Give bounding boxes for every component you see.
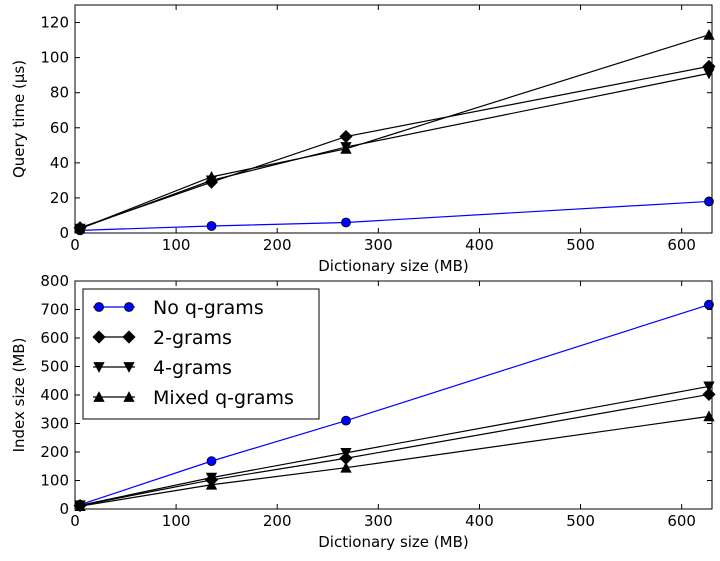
data-point-mixed-q-grams-1 <box>74 500 86 512</box>
data-point-2-grams-3 <box>339 129 353 144</box>
data-point-4-grams-4 <box>703 68 715 80</box>
y-axis-label: Query time (μs) <box>10 60 28 178</box>
chart-1: 0 100 200 300 400 500 600 0 20 40 60 80 100 120 Dictio… <box>10 4 716 275</box>
y-tick-label: 700 <box>40 301 69 319</box>
y-tick-label: 800 <box>40 272 69 290</box>
data-point-4-grams-3 <box>340 447 352 459</box>
legend-marker <box>93 362 105 373</box>
series-line-mixed-q-grams <box>79 34 710 230</box>
data-point-no-q-grams-2 <box>206 221 217 231</box>
y-tick-label: 40 <box>50 154 69 172</box>
series-mixed-q-grams <box>74 410 715 512</box>
data-point-no-q-grams-3 <box>341 415 351 426</box>
x-axis-label: Dictionary size (MB) <box>318 257 469 275</box>
series-line-4-grams <box>79 72 710 230</box>
x-tick-label: 600 <box>667 236 696 254</box>
x-axis-label: Dictionary size (MB) <box>318 533 469 551</box>
y-tick-label: 200 <box>40 443 69 461</box>
legend-entry-no-q-grams: No q-grams <box>93 297 264 319</box>
y-tick-label: 60 <box>50 119 69 137</box>
x-tick-label: 300 <box>364 512 393 530</box>
series-4-grams <box>74 68 715 235</box>
y-tick-label: 120 <box>40 14 69 32</box>
y-tick-label: 80 <box>50 84 69 102</box>
y-tick-label: 20 <box>50 189 69 207</box>
legend-label: Mixed q-grams <box>153 387 294 409</box>
y-tick-label: 300 <box>40 415 69 433</box>
x-tick-label: 100 <box>162 236 191 254</box>
y-tick-label: 400 <box>40 386 69 404</box>
x-tick-label: 0 <box>70 236 80 254</box>
y-tick-label: 100 <box>40 472 69 490</box>
x-tick-label: 300 <box>364 236 393 254</box>
legend-label: 4-grams <box>153 357 232 379</box>
x-tick-label: 400 <box>465 236 494 254</box>
x-tick-label: 100 <box>162 512 191 530</box>
x-tick-label: 600 <box>667 512 696 530</box>
data-point-no-q-grams-4 <box>704 196 714 207</box>
data-point-no-q-grams-2 <box>206 456 217 467</box>
y-axis-label: Index size (MB) <box>10 338 28 453</box>
data-point-mixed-q-grams-4 <box>703 410 715 422</box>
series-2-grams <box>73 59 716 235</box>
series-mixed-q-grams <box>74 28 715 234</box>
data-point-4-grams-4 <box>703 381 715 393</box>
series-line-2-grams <box>79 65 710 229</box>
series-line-mixed-q-grams <box>79 415 710 507</box>
series-line-4-grams <box>79 385 710 506</box>
data-point-4-grams-2 <box>205 472 218 484</box>
series-line-no-q-grams <box>79 304 710 506</box>
data-point-mixed-q-grams-4 <box>703 28 715 40</box>
legend-entry-mixed-q-grams: Mixed q-grams <box>93 387 294 409</box>
series-line-no-q-grams <box>80 200 710 231</box>
legend-entry-2-grams: 2-grams <box>92 327 232 349</box>
legend-marker <box>124 302 134 312</box>
legend-marker <box>94 302 104 312</box>
y-tick-label: 600 <box>40 329 69 347</box>
data-point-mixed-q-grams-2 <box>205 478 218 490</box>
data-point-no-q-grams-3 <box>341 217 351 228</box>
legend-marker <box>92 330 106 344</box>
legend-marker <box>123 362 135 373</box>
chart-2: 0 100 200 300 400 500 600 0 100 200 300 400 500 600 70… <box>10 272 716 551</box>
x-tick-label: 500 <box>566 236 595 254</box>
y-tick-label: 0 <box>59 224 69 242</box>
legend-entry-4-grams: 4-grams <box>93 357 232 379</box>
legend-marker <box>122 330 136 344</box>
legend-label: 2-grams <box>153 327 232 349</box>
y-tick-label: 0 <box>59 500 69 518</box>
data-point-mixed-q-grams-2 <box>205 171 218 182</box>
x-tick-label: 0 <box>70 512 80 530</box>
legend-label: No q-grams <box>153 297 264 319</box>
data-point-mixed-q-grams-3 <box>340 142 352 154</box>
x-tick-label: 500 <box>566 512 595 530</box>
legend-marker <box>123 391 135 402</box>
legend: No q-grams 2-grams 4-grams Mixed q-grams <box>82 288 320 420</box>
y-tick-label: 100 <box>40 49 69 67</box>
y-tick-label: 500 <box>40 358 69 376</box>
legend-marker <box>93 391 105 402</box>
plot-frame <box>74 4 713 234</box>
series-no-q-grams <box>75 196 714 236</box>
x-tick-label: 400 <box>465 512 494 530</box>
x-tick-label: 200 <box>263 236 292 254</box>
series-line-2-grams <box>79 393 710 507</box>
data-point-mixed-q-grams-3 <box>340 461 352 473</box>
x-tick-label: 200 <box>263 512 292 530</box>
